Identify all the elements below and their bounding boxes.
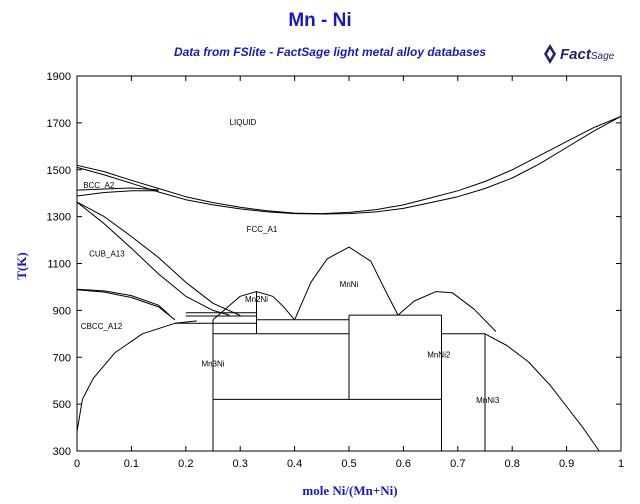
- phase-labels: LIQUID BCC_A2 FCC_A1 CUB_A13 CBCC_A12 Mn2Ni Mn…: [81, 118, 500, 405]
- phase-boundary-line: [484, 333, 600, 452]
- y-tick-label: 1100: [47, 259, 71, 271]
- x-tick-label: 0.1: [124, 458, 139, 470]
- x-tick-label: 0.6: [396, 458, 411, 470]
- y-tick-label: 1300: [47, 212, 71, 224]
- phase-label: CBCC_A12: [81, 322, 123, 331]
- phase-boundary-line: [76, 115, 622, 215]
- phase-boundary-line: [76, 201, 241, 316]
- phase-boundary-line: [76, 190, 159, 197]
- phase-label: MnNi3: [476, 396, 500, 405]
- factsage-logo-text: FactSage: [560, 46, 614, 63]
- phase-boundary-line: [76, 320, 197, 432]
- phase-label: BCC_A2: [83, 181, 115, 190]
- x-tick-label: 1: [618, 458, 624, 470]
- phase-label: LIQUID: [230, 118, 257, 127]
- y-tick-label: 500: [53, 399, 71, 411]
- phase-label: FCC_A1: [247, 225, 278, 234]
- factsage-logo-icon: [544, 44, 556, 64]
- chart-title: Mn - Ni: [288, 10, 352, 31]
- phase-boundary-line: [76, 288, 170, 316]
- phase-label: CUB_A13: [89, 249, 125, 258]
- phase-label: Mn3Ni: [201, 360, 224, 369]
- phase-boundary-line: [397, 291, 497, 332]
- phase-boundary-line: [76, 289, 176, 321]
- x-tick-label: 0.9: [559, 458, 574, 470]
- phase-boundary-line: [76, 187, 159, 191]
- logo-text-main: Fact: [560, 46, 591, 63]
- x-tick-label: 0.5: [341, 458, 356, 470]
- y-tick-label: 900: [53, 305, 71, 317]
- chart-subtitle: Data from FSlite - FactSage light metal …: [173, 45, 487, 59]
- phase-boundary-line: [294, 246, 399, 320]
- phase-boundary-line: [76, 201, 230, 316]
- x-tick-label: 0.8: [505, 458, 520, 470]
- x-axis-label: mole Ni/(Mn+Ni): [302, 483, 398, 498]
- x-tick-label: 0.2: [178, 458, 193, 470]
- phase-label: MnNi: [340, 280, 359, 289]
- x-tick-label: 0.7: [450, 458, 465, 470]
- y-tick-label: 700: [53, 352, 71, 364]
- x-tick-label: 0: [74, 458, 80, 470]
- y-tick-label: 1500: [47, 165, 71, 177]
- x-tick-label: 0.4: [287, 458, 302, 470]
- y-axis-label: T(K): [14, 252, 29, 280]
- y-tick-label: 300: [53, 446, 71, 458]
- y-tick-label: 1700: [47, 118, 71, 130]
- phase-boundary-line: [76, 115, 622, 215]
- axis-ticks: 0 0.1 0.2 0.3 0.4 0.5 0.6 0.7 0.8 0.9 130050070090…: [47, 71, 625, 470]
- phase-boundaries: [76, 115, 622, 452]
- phase-label: MnNi2: [427, 350, 451, 359]
- y-tick-label: 1900: [47, 71, 71, 83]
- x-tick-label: 0.3: [233, 458, 248, 470]
- logo-text-small: Sage: [590, 51, 615, 62]
- phase-label: Mn2Ni: [245, 295, 268, 304]
